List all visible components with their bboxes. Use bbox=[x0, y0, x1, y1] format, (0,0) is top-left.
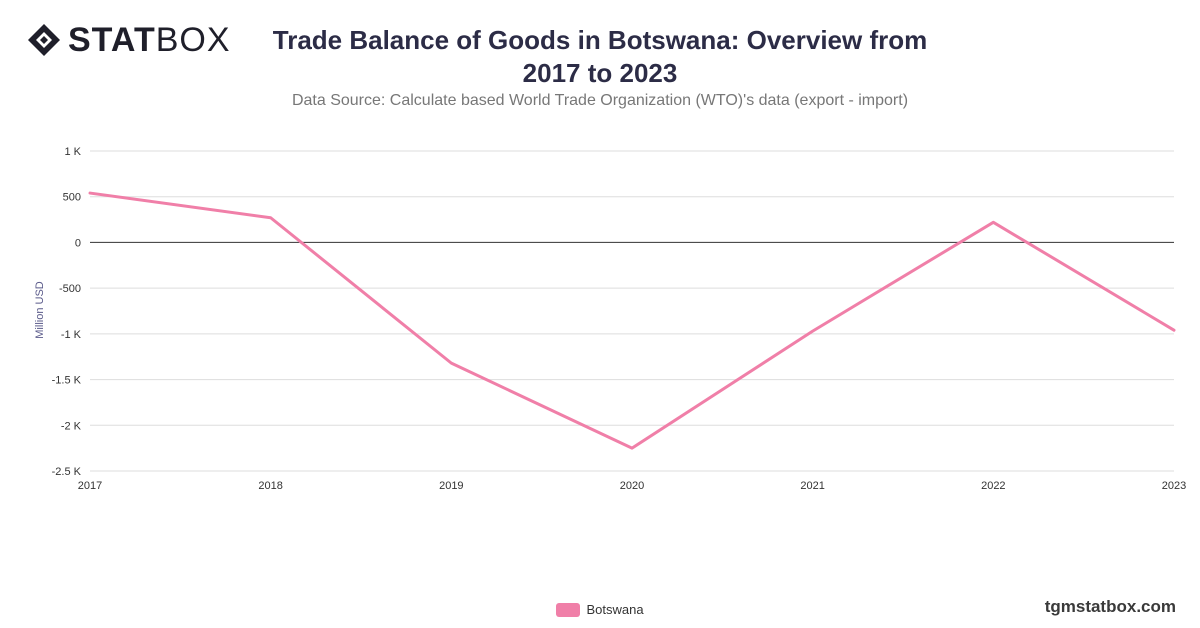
y-tick-label: -500 bbox=[59, 283, 81, 295]
x-tick-label: 2017 bbox=[78, 480, 102, 492]
y-tick-label: -1 K bbox=[61, 329, 82, 341]
chart-title-line2: 2017 to 2023 bbox=[522, 58, 678, 88]
chart-subtitle: Data Source: Calculate based World Trade… bbox=[291, 92, 909, 109]
legend-label-botswana[interactable]: Botswana bbox=[586, 602, 644, 617]
y-tick-label: 0 bbox=[75, 237, 81, 249]
x-tick-label: 2021 bbox=[800, 480, 824, 492]
x-tick-label: 2019 bbox=[439, 480, 463, 492]
series-line-botswana bbox=[88, 191, 1176, 450]
x-tick-label: 2022 bbox=[981, 480, 1005, 492]
legend: Botswana bbox=[0, 602, 1200, 617]
logo-text-light: BOX bbox=[155, 21, 231, 59]
y-tick-label: 500 bbox=[63, 192, 81, 204]
x-tick-label: 2020 bbox=[620, 480, 644, 492]
y-tick-label: -2.5 K bbox=[52, 466, 82, 478]
credit-text: tgmstatbox.com bbox=[1044, 597, 1176, 616]
logo: STATBOX bbox=[26, 22, 231, 58]
logo-wordmark: STATBOX bbox=[68, 22, 231, 58]
logo-text-bold: STAT bbox=[68, 21, 156, 59]
statbox-diamond-icon bbox=[28, 24, 60, 56]
legend-swatch-botswana[interactable] bbox=[556, 602, 581, 617]
y-tick-label: 1 K bbox=[64, 146, 81, 158]
chart-title-line1: Trade Balance of Goods in Botswana: Over… bbox=[272, 25, 928, 55]
x-tick-label: 2023 bbox=[1162, 480, 1186, 492]
x-tick-label: 2018 bbox=[258, 480, 282, 492]
y-tick-label: -2 K bbox=[61, 420, 82, 432]
y-tick-label: -1.5 K bbox=[52, 375, 82, 387]
chart-title: Trade Balance of Goods in Botswana: Over… bbox=[250, 24, 950, 90]
